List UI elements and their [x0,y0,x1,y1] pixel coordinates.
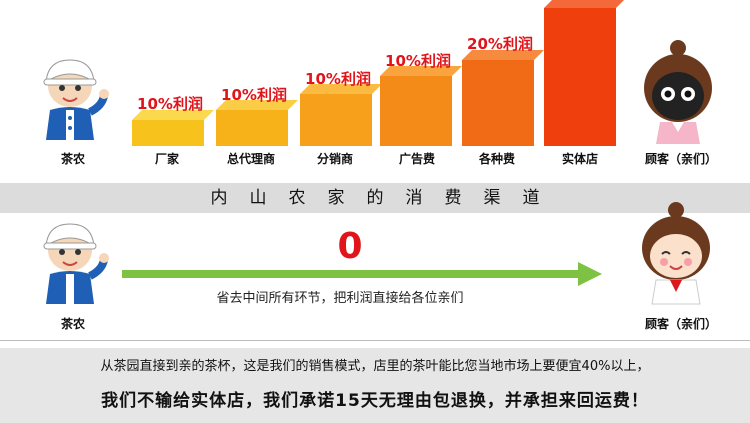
label-distributor: 分销商 [316,152,353,166]
tag-various-fees: 20%利润 [467,35,533,53]
tag-factory: 10%利润 [137,95,203,113]
label-retail-store: 实体店 [561,152,598,166]
label-factory: 厂家 [154,152,179,166]
bar-various-fees [462,50,544,146]
label-various-fees: 各种费 [478,152,515,166]
customer-label-bottom: 顾客（亲们） [644,317,717,331]
tag-advertising: 10%利润 [385,52,451,70]
bar-retail-store [544,0,626,146]
bar-advertising [380,66,462,146]
promise-strip [0,348,750,423]
farmer-label-top: 茶农 [60,152,85,166]
direct-arrow-icon [122,262,602,286]
zero-margin-number: 0 [337,226,363,267]
channel-title: 内山农家的消费渠道 [210,188,562,208]
tag-general-agent: 10%利润 [221,86,287,104]
customer-icon [644,40,712,144]
bar-distributor [300,84,382,146]
farmer-label-bottom: 茶农 [60,317,85,331]
label-advertising: 广告费 [398,152,435,166]
channel-title-band: 内山农家的消费渠道 [0,183,750,213]
label-general-agent: 总代理商 [226,152,275,166]
divider-line [0,340,750,341]
happy-customer-icon [642,202,710,305]
return-promise-text: 我们不输给实体店，我们承诺15天无理由包退换，并承担来回运费！ [101,391,649,411]
arrow-caption: 省去中间所有环节，把利润直接给各位亲们 [216,291,464,306]
customer-label-top: 顾客（亲们） [644,152,717,166]
bar-factory [132,110,214,146]
sales-model-text: 从茶园直接到亲的茶杯，这是我们的销售模式，店里的茶叶能比您当地市场上要便宜40%… [100,359,650,374]
tag-distributor: 10%利润 [305,70,371,88]
tea-farmer-icon [43,59,109,140]
bar-general-agent [216,100,298,146]
tea-farmer-icon [43,223,109,304]
